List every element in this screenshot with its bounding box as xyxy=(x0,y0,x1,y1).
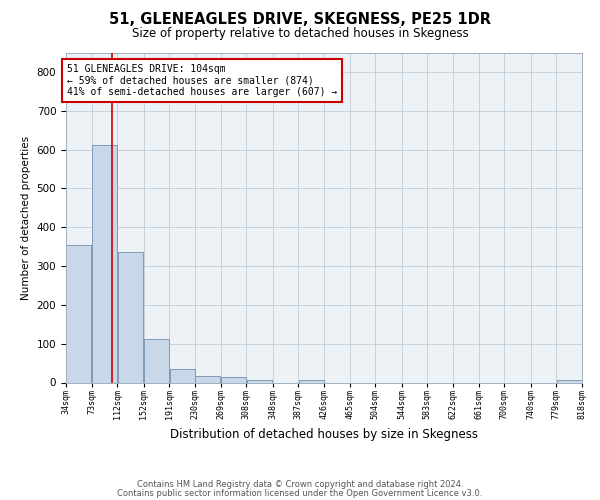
Bar xyxy=(557,380,582,382)
Y-axis label: Number of detached properties: Number of detached properties xyxy=(21,136,31,300)
Bar xyxy=(299,380,324,382)
Bar xyxy=(247,380,272,382)
X-axis label: Distribution of detached houses by size in Skegness: Distribution of detached houses by size … xyxy=(170,428,478,441)
Bar xyxy=(66,244,91,382)
Text: Contains HM Land Registry data © Crown copyright and database right 2024.: Contains HM Land Registry data © Crown c… xyxy=(137,480,463,489)
Bar xyxy=(221,378,246,382)
Text: Contains public sector information licensed under the Open Government Licence v3: Contains public sector information licen… xyxy=(118,488,482,498)
Text: 51, GLENEAGLES DRIVE, SKEGNESS, PE25 1DR: 51, GLENEAGLES DRIVE, SKEGNESS, PE25 1DR xyxy=(109,12,491,28)
Bar xyxy=(144,338,169,382)
Bar xyxy=(170,368,195,382)
Text: 51 GLENEAGLES DRIVE: 104sqm
← 59% of detached houses are smaller (874)
41% of se: 51 GLENEAGLES DRIVE: 104sqm ← 59% of det… xyxy=(67,64,338,98)
Bar xyxy=(118,252,143,382)
Bar xyxy=(195,376,220,382)
Bar xyxy=(92,145,117,382)
Text: Size of property relative to detached houses in Skegness: Size of property relative to detached ho… xyxy=(131,28,469,40)
